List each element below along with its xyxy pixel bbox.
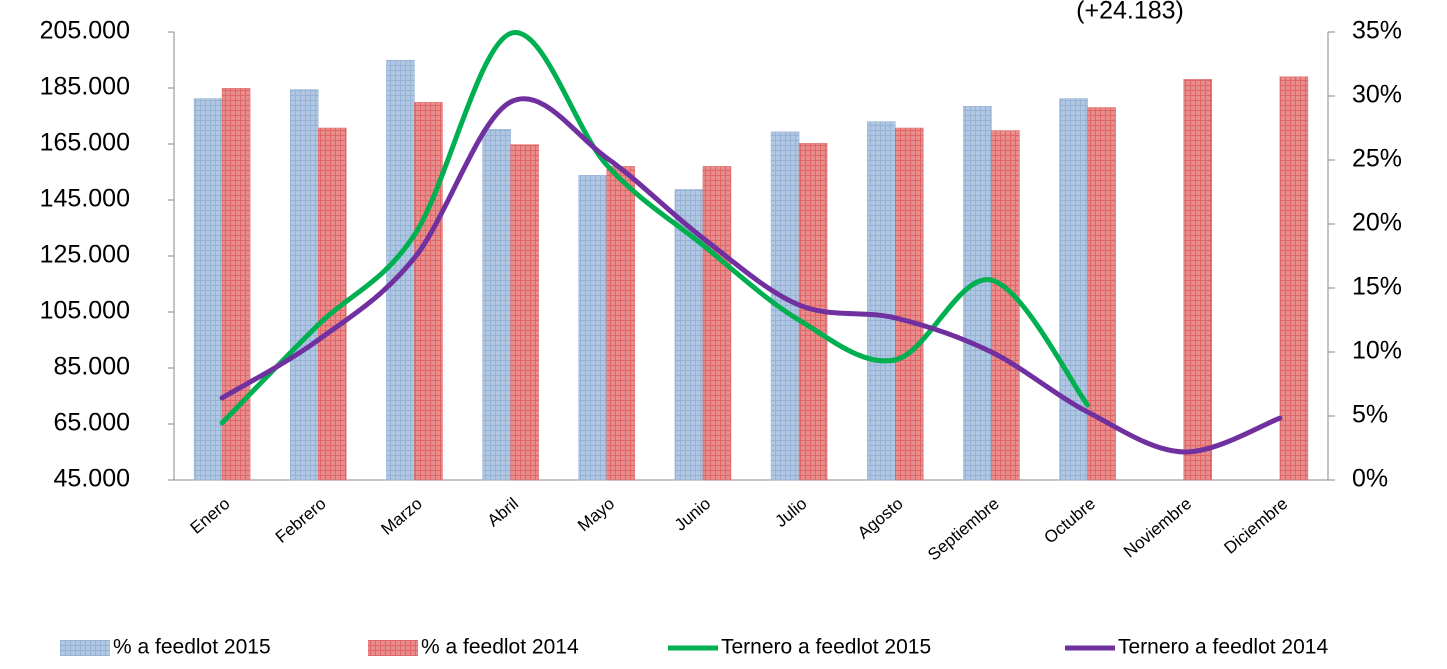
y2-tick-label: 30% [1352,81,1402,109]
x-tick-label: Abril [484,494,522,530]
bar [895,127,924,481]
bar [386,59,415,481]
x-tick-label: Febrero [272,494,330,547]
line [219,96,1283,455]
x-tick-label: Noviembre [1120,494,1195,561]
y-tick-label: 85.000 [54,353,130,381]
bar [482,129,511,481]
bar [1183,79,1212,481]
legend-label: Ternero a feedlot 2014 [1118,636,1328,659]
bar [290,89,319,481]
y-tick-label: 105.000 [40,297,130,325]
bar [578,175,607,481]
x-tick-label: Diciembre [1221,494,1292,558]
y2-tick-label: 5% [1352,401,1388,429]
legend-label: Ternero a feedlot 2015 [721,636,931,659]
legend-swatch [60,640,110,656]
bar [606,166,635,481]
legend-label: % a feedlot 2015 [113,636,271,659]
x-tick-label: Septiembre [924,494,1003,564]
line [219,30,1091,426]
bar [414,102,443,481]
x-tick-label: Junio [671,494,714,535]
y-tick-label: 125.000 [40,241,130,269]
y-tick-label: 45.000 [54,465,130,493]
x-tick-label: Mayo [574,494,618,535]
x-tick-label: Marzo [377,494,425,539]
x-tick-label: Octubre [1040,494,1099,547]
bar [1059,98,1088,481]
y2-tick-label: 20% [1352,209,1402,237]
x-tick-label: Julio [772,494,811,531]
x-tick-label: Agosto [854,494,907,543]
y-tick-label: 205.000 [40,17,130,45]
bar [193,98,223,481]
bar [674,189,704,481]
bar [702,166,732,481]
y2-tick-label: 15% [1352,273,1402,301]
x-tick-label: Enero [187,494,234,538]
y2-tick-label: 25% [1352,145,1402,173]
bar [867,121,896,481]
y2-tick-label: 0% [1352,465,1388,493]
legend-swatch [368,640,418,656]
y2-tick-label: 10% [1352,337,1402,365]
y-tick-label: 185.000 [40,73,130,101]
annotation: (+24.183) [1076,0,1184,25]
y-tick-label: 65.000 [54,409,130,437]
y-tick-label: 165.000 [40,129,130,157]
y2-tick-label: 35% [1352,17,1402,45]
bar [510,144,539,481]
bar [1279,76,1309,481]
legend-label: % a feedlot 2014 [421,636,579,659]
bar [991,130,1020,481]
y-tick-label: 145.000 [40,185,130,213]
bar [963,105,992,481]
